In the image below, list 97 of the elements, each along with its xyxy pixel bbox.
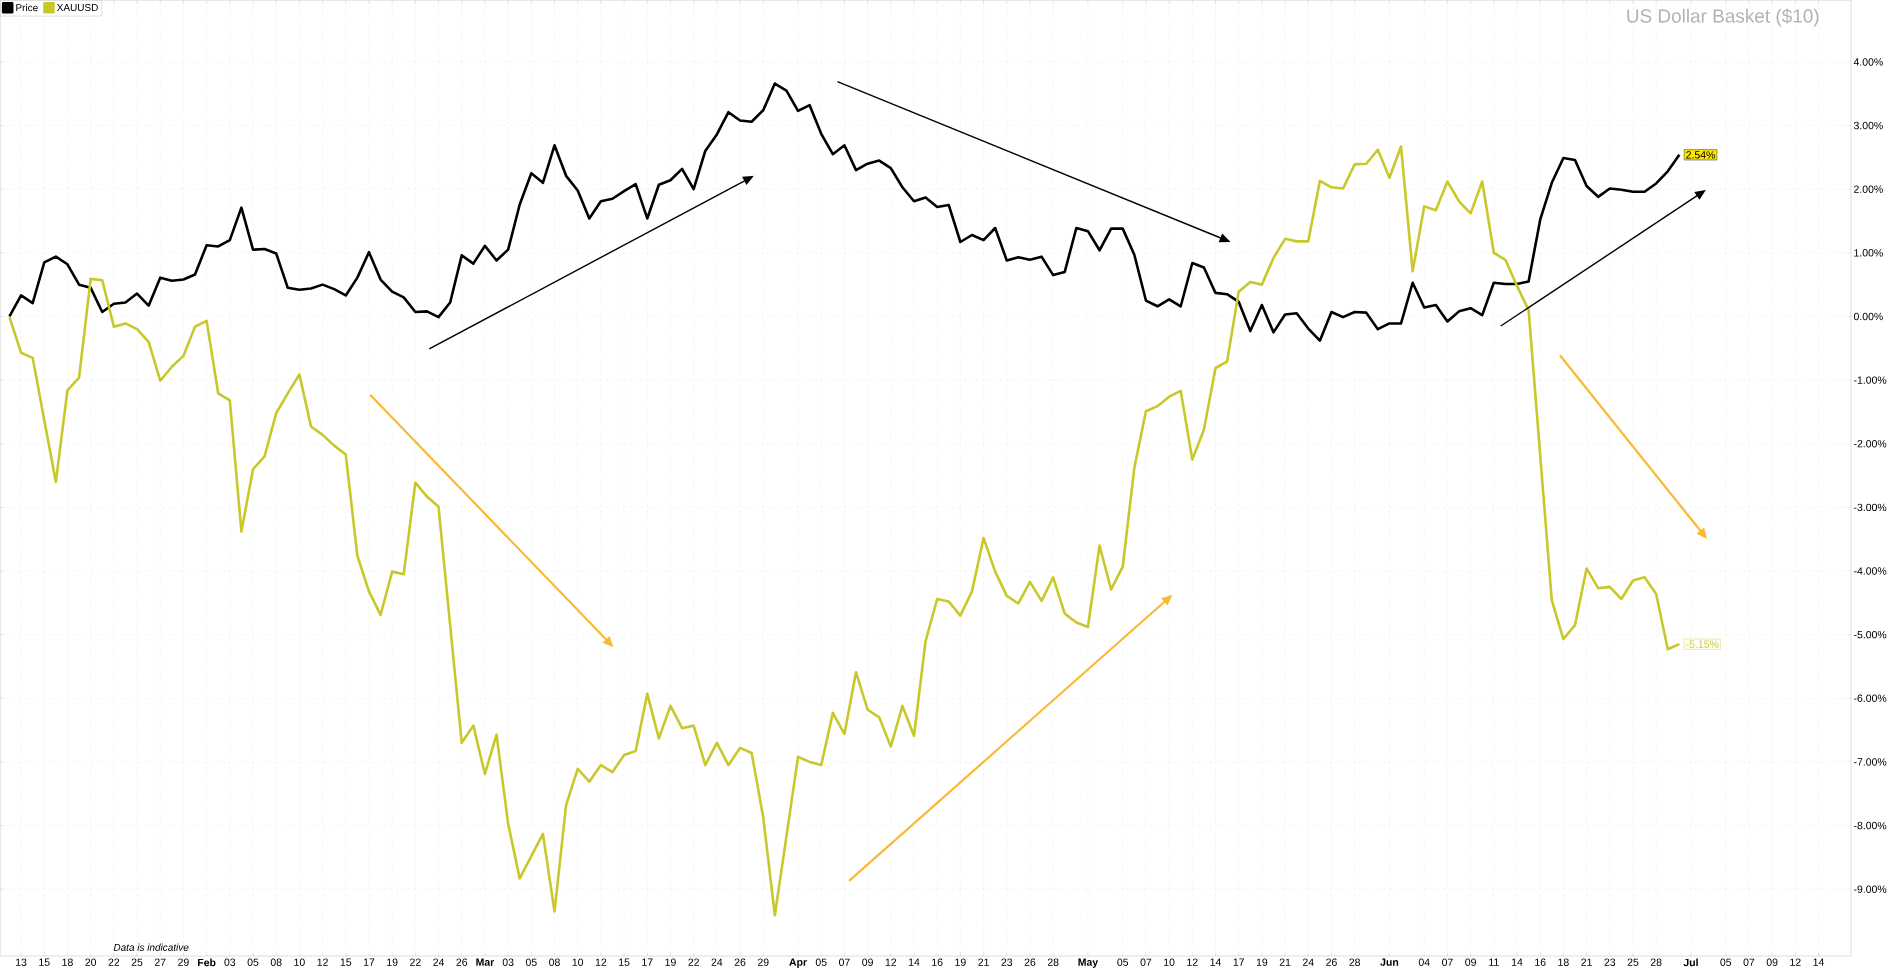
x-tick-label: Apr — [789, 958, 807, 968]
x-tick-label: 15 — [39, 958, 50, 966]
x-tick-label: 15 — [619, 958, 630, 966]
x-tick-label: 19 — [387, 958, 398, 966]
y-tick-label: -5.00% — [1853, 630, 1887, 639]
x-tick-label: 05 — [1117, 958, 1129, 966]
x-tick-label: 16 — [932, 958, 943, 966]
x-tick-label: 05 — [1720, 958, 1732, 966]
x-tick-label: 26 — [1326, 958, 1337, 966]
x-tick-label: 09 — [1465, 958, 1476, 966]
x-tick-label: 26 — [734, 958, 746, 966]
x-tick-label: 21 — [978, 958, 989, 966]
x-tick-label: 09 — [862, 958, 873, 966]
y-tick-label: -6.00% — [1853, 694, 1887, 703]
x-tick-label: 28 — [1650, 958, 1662, 966]
x-tick-label: 20 — [85, 958, 97, 966]
x-tick-label: Jun — [1380, 958, 1399, 966]
x-tick-label: 29 — [757, 958, 769, 966]
x-tick-label: 07 — [1140, 958, 1152, 966]
x-tick-label: 05 — [815, 958, 827, 966]
legend-label: XAUUSD — [56, 4, 98, 12]
x-tick-label: 28 — [1047, 958, 1059, 966]
x-tick-label: Jul — [1683, 958, 1698, 967]
x-tick-label: 13 — [16, 958, 27, 966]
x-tick-label: 04 — [1418, 958, 1430, 966]
x-tick-label: 12 — [885, 958, 897, 966]
x-tick-label: 12 — [1187, 958, 1198, 966]
x-tick-label: 05 — [247, 958, 259, 966]
x-tick-label: 19 — [1256, 958, 1268, 966]
x-tick-label: 03 — [224, 958, 236, 966]
y-tick-label: 4.00% — [1853, 58, 1883, 66]
x-tick-label: 12 — [595, 958, 607, 966]
x-tick-label: 22 — [410, 958, 421, 966]
data-label: -5.15% — [1686, 640, 1719, 648]
y-tick-label: -9.00% — [1853, 885, 1887, 893]
x-tick-label: 22 — [108, 958, 120, 966]
x-tick-label: 24 — [711, 958, 723, 966]
x-tick-label: 25 — [131, 958, 143, 966]
y-tick-label: 2.00% — [1854, 185, 1883, 193]
x-tick-label: 09 — [1766, 958, 1778, 966]
x-tick-label: 12 — [1790, 958, 1801, 966]
x-tick-label: 28 — [1349, 958, 1361, 966]
x-tick-label: 12 — [317, 958, 328, 966]
x-tick-label: 24 — [433, 958, 445, 966]
y-tick-label: -4.00% — [1853, 567, 1887, 575]
x-tick-label: Feb — [198, 958, 216, 967]
x-tick-label: 07 — [839, 958, 850, 966]
y-tick-label: -1.00% — [1853, 376, 1887, 384]
x-tick-label: 17 — [642, 958, 653, 966]
x-tick-label: 19 — [955, 958, 966, 966]
x-tick-label: 26 — [456, 958, 468, 966]
x-tick-label: 25 — [1627, 958, 1639, 966]
x-tick-label: 07 — [1442, 958, 1453, 966]
x-tick-label: 07 — [1743, 958, 1755, 966]
x-tick-label: 14 — [1511, 958, 1523, 966]
y-tick-label: -3.00% — [1853, 503, 1887, 512]
y-tick-label: 1.00% — [1854, 249, 1883, 257]
x-tick-label: May — [1078, 958, 1099, 968]
x-tick-label: 18 — [1558, 958, 1569, 966]
x-tick-label: 10 — [1164, 958, 1175, 966]
x-tick-label: 03 — [502, 958, 514, 966]
x-tick-label: 08 — [549, 958, 560, 966]
annotation: Data is indicative — [113, 943, 189, 951]
y-tick-label: -8.00% — [1853, 821, 1887, 830]
y-tick-label: -7.00% — [1853, 758, 1887, 766]
x-tick-label: 17 — [363, 958, 375, 966]
x-tick-label: 17 — [1233, 958, 1244, 966]
x-tick-label: 26 — [1024, 958, 1036, 966]
line-series — [8, 145, 1681, 917]
x-tick-label: 21 — [1279, 958, 1291, 966]
x-tick-label: 14 — [1210, 958, 1222, 966]
x-tick-label: 18 — [62, 958, 73, 966]
y-tick-label: -2.00% — [1853, 440, 1887, 448]
x-tick-label: 08 — [270, 958, 282, 966]
x-tick-label: 10 — [294, 958, 305, 966]
x-tick-label: 05 — [525, 958, 537, 966]
x-tick-label: 11 — [1489, 958, 1499, 966]
x-tick-label: 27 — [154, 958, 166, 966]
chart-title: US Dollar Basket ($10) — [1627, 8, 1819, 27]
x-tick-label: 14 — [1813, 958, 1825, 966]
y-tick-label: 3.00% — [1853, 121, 1883, 130]
x-tick-label: 19 — [665, 958, 676, 966]
x-tick-label: 29 — [178, 958, 189, 966]
x-tick-label: 15 — [340, 958, 352, 966]
x-tick-label: Mar — [476, 958, 495, 966]
x-tick-label: 22 — [688, 958, 699, 966]
x-tick-label: 23 — [1001, 958, 1013, 966]
data-label: 2.54% — [1686, 151, 1716, 159]
y-tick-label: 0.00% — [1853, 312, 1883, 321]
legend-label: Price — [16, 3, 38, 12]
x-tick-label: 21 — [1581, 958, 1592, 966]
x-tick-label: 16 — [1535, 958, 1546, 966]
x-tick-label: 24 — [1302, 958, 1314, 966]
x-tick-label: 10 — [572, 958, 584, 966]
x-tick-label: 23 — [1604, 958, 1616, 966]
line-series — [8, 82, 1681, 342]
x-tick-label: 14 — [908, 958, 920, 966]
